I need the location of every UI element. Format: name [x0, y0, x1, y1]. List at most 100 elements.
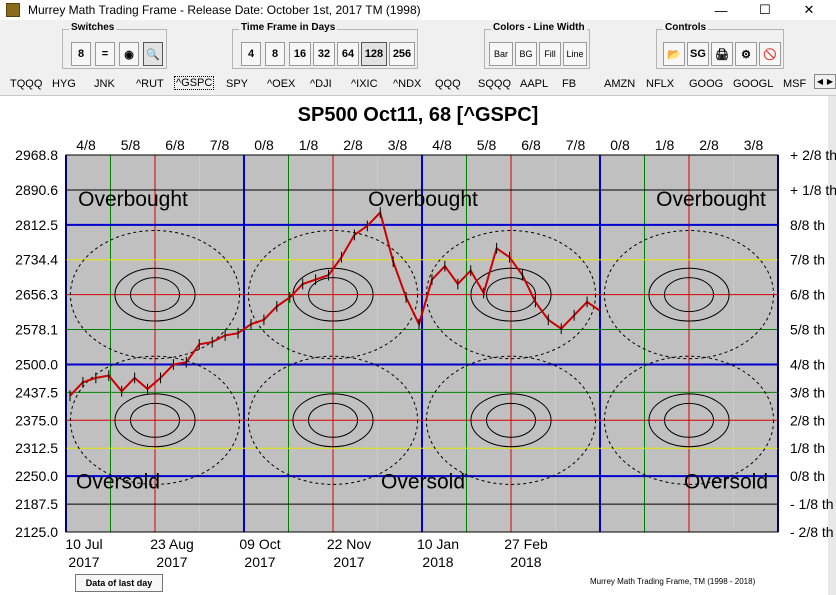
timeframe-4-button[interactable]: 4 — [241, 42, 261, 66]
murrey-ellipse — [130, 277, 180, 313]
timeframe-label: Time Frame in Days — [239, 22, 338, 33]
app-icon — [6, 3, 20, 17]
murrey-dashed-ellipse — [247, 355, 419, 485]
timeframe-8-button[interactable]: 8 — [265, 42, 285, 66]
tab-spy[interactable]: SPY — [226, 78, 249, 90]
stop-icon[interactable]: 🚫 — [759, 42, 781, 66]
top-time-label: 2/8 — [699, 137, 719, 153]
ticker-tab-strip: TQQQ HYG JNK ^RUT ^GSPC SPY ^OEX ^DJI ^I… — [0, 75, 836, 96]
murrey-ellipse — [470, 267, 552, 322]
line-width-button[interactable]: Line — [563, 42, 587, 66]
colors-label: Colors - Line Width — [491, 22, 587, 33]
x-date-label: 10 Jul — [65, 536, 102, 552]
x-date-label: 22 Nov — [327, 536, 371, 552]
murrey-dashed-ellipse — [69, 230, 241, 360]
y-tick-label: 2968.8 — [15, 147, 58, 163]
top-time-label: 7/8 — [566, 137, 586, 153]
right-arrow-icon[interactable]: ▶ — [826, 77, 834, 86]
open-folder-icon[interactable]: 📂 — [663, 42, 685, 66]
vertical-scrollbar[interactable] — [828, 96, 836, 595]
timeframe-256-button[interactable]: 256 — [389, 42, 415, 66]
murrey-dashed-ellipse — [425, 230, 597, 360]
murrey-ellipse — [114, 393, 196, 448]
close-button[interactable]: ✕ — [803, 2, 815, 17]
y-tick-label: 2125.0 — [15, 524, 58, 540]
top-time-label: 4/8 — [432, 137, 452, 153]
right-level-label: - 1/8 th — [790, 496, 834, 512]
murrey-ellipse — [114, 267, 196, 322]
murrey-ellipse — [470, 393, 552, 448]
zoom-icon[interactable]: 🔍 — [143, 42, 163, 66]
print-icon[interactable]: 🖨 — [711, 42, 733, 66]
top-time-label: 3/8 — [388, 137, 408, 153]
x-year-label: 2017 — [333, 554, 364, 570]
murrey-ellipse — [308, 402, 358, 438]
minimize-button[interactable]: — — [714, 2, 728, 18]
title-bar: Murrey Math Trading Frame - Release Date… — [0, 0, 836, 20]
data-of-last-day-button[interactable]: Data of last day — [75, 574, 163, 592]
x-date-label: 09 Oct — [239, 536, 280, 552]
tab-ixic[interactable]: ^IXIC — [351, 78, 378, 90]
oversold-label-left: Oversold — [76, 471, 160, 494]
target-icon[interactable]: ◉ — [119, 42, 139, 66]
plot-border — [65, 154, 779, 533]
tab-hyg[interactable]: HYG — [52, 78, 76, 90]
x-year-label: 2018 — [510, 554, 541, 570]
right-level-label: 2/8 th — [790, 412, 825, 428]
murrey-ellipse — [486, 402, 536, 438]
tab-fb[interactable]: FB — [562, 78, 577, 90]
murrey-dashed-ellipse — [603, 230, 775, 360]
murrey-ellipse — [664, 277, 714, 313]
switches-label: Switches — [69, 22, 117, 33]
fill-color-button[interactable]: Fill — [539, 42, 561, 66]
colors-group: Colors - Line Width Bar BG Fill Line — [484, 22, 590, 69]
tab-amzn[interactable]: AMZN — [604, 78, 636, 90]
tab-ndx[interactable]: ^NDX — [393, 78, 422, 90]
top-time-label: 1/8 — [655, 137, 675, 153]
top-time-label: 3/8 — [744, 137, 764, 153]
timeframe-16-button[interactable]: 16 — [289, 42, 311, 66]
left-arrow-icon[interactable]: ◀ — [816, 77, 824, 86]
right-level-label: 7/8 th — [790, 252, 825, 268]
tab-tqqq[interactable]: TQQQ — [10, 78, 43, 90]
y-tick-label: 2656.3 — [15, 287, 58, 303]
murrey-dashed-ellipse — [69, 355, 241, 485]
tab-qqq[interactable]: QQQ — [435, 78, 461, 90]
right-level-label: 0/8 th — [790, 468, 825, 484]
tab-goog[interactable]: GOOG — [689, 78, 724, 90]
tab-gspc[interactable]: ^GSPC — [174, 76, 215, 90]
maximize-button[interactable]: ☐ — [759, 2, 771, 17]
tab-msft[interactable]: MSF — [783, 78, 807, 90]
murrey-ellipse — [648, 393, 730, 448]
tab-rut[interactable]: ^RUT — [136, 78, 164, 90]
overbought-label-center: Overbought — [368, 188, 478, 211]
switch-8-button[interactable]: 8 — [71, 42, 91, 66]
right-level-label: - 2/8 th — [790, 524, 834, 540]
y-tick-label: 2312.5 — [15, 440, 58, 456]
timeframe-128-button[interactable]: 128 — [361, 42, 387, 66]
tab-jnk[interactable]: JNK — [94, 78, 115, 90]
y-tick-label: 2250.0 — [15, 468, 58, 484]
right-level-label: 4/8 th — [790, 356, 825, 372]
bg-color-button[interactable]: BG — [515, 42, 537, 66]
right-level-label: 8/8 th — [790, 217, 825, 233]
top-time-label: 6/8 — [521, 137, 541, 153]
tab-aapl[interactable]: AAPL — [520, 78, 549, 90]
settings-icon[interactable]: ⚙ — [735, 42, 757, 66]
timeframe-32-button[interactable]: 32 — [313, 42, 335, 66]
switch-equal-button[interactable]: = — [95, 42, 115, 66]
tab-nflx[interactable]: NFLX — [646, 78, 675, 90]
sg-button[interactable]: SG — [687, 42, 709, 66]
top-time-label: 1/8 — [299, 137, 319, 153]
y-tick-label: 2734.4 — [15, 252, 58, 268]
tab-googl[interactable]: GOOGL — [733, 78, 774, 90]
tab-dji[interactable]: ^DJI — [310, 78, 332, 90]
tab-sqqq[interactable]: SQQQ — [478, 78, 512, 90]
tab-oex[interactable]: ^OEX — [267, 78, 296, 90]
x-year-label: 2017 — [244, 554, 275, 570]
x-date-label: 27 Feb — [504, 536, 548, 552]
bar-color-button[interactable]: Bar — [489, 42, 513, 66]
murrey-ellipse — [308, 277, 358, 313]
timeframe-64-button[interactable]: 64 — [337, 42, 359, 66]
top-time-label: 6/8 — [165, 137, 185, 153]
